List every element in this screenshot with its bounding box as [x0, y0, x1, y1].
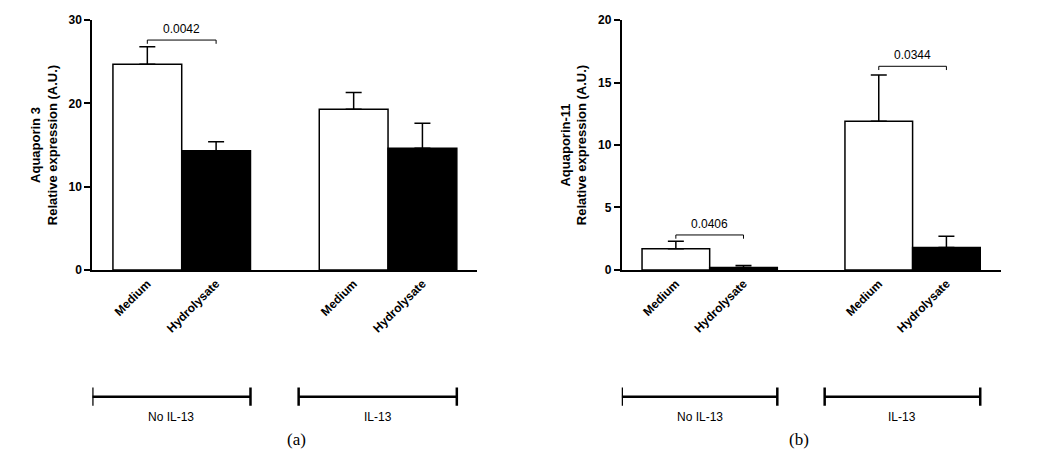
svg-text:Aquaporin 3Relative expression: Aquaporin 3Relative expression (A.U.)	[28, 65, 60, 225]
svg-text:Hydrolysate: Hydrolysate	[164, 277, 223, 336]
svg-text:20: 20	[69, 97, 83, 111]
svg-text:No IL-13: No IL-13	[148, 410, 194, 424]
svg-text:15: 15	[598, 76, 612, 90]
svg-text:30: 30	[69, 13, 83, 27]
svg-text:Hydrolysate: Hydrolysate	[691, 277, 750, 336]
svg-text:10: 10	[598, 138, 612, 152]
svg-text:0: 0	[605, 263, 612, 277]
svg-text:Medium: Medium	[640, 277, 682, 319]
svg-text:0.0344: 0.0344	[894, 48, 931, 62]
svg-text:0.0042: 0.0042	[163, 22, 200, 36]
svg-text:Medium: Medium	[318, 277, 360, 319]
svg-text:Medium: Medium	[112, 277, 154, 319]
svg-text:Aquaporin-11Relative expressio: Aquaporin-11Relative expression (A.U.)	[558, 65, 590, 225]
svg-text:Hydrolysate: Hydrolysate	[370, 277, 429, 336]
svg-text:IL-13: IL-13	[888, 410, 916, 424]
svg-text:5: 5	[605, 201, 612, 215]
svg-text:No IL-13: No IL-13	[677, 410, 723, 424]
svg-text:20: 20	[598, 13, 612, 27]
svg-text:0.0406: 0.0406	[691, 217, 728, 231]
svg-text:IL-13: IL-13	[364, 410, 392, 424]
svg-text:Medium: Medium	[843, 277, 885, 319]
svg-text:0: 0	[75, 263, 82, 277]
svg-text:(a): (a)	[287, 430, 306, 449]
svg-text:(b): (b)	[789, 430, 809, 449]
svg-text:10: 10	[69, 180, 83, 194]
svg-text:Hydrolysate: Hydrolysate	[894, 277, 953, 336]
